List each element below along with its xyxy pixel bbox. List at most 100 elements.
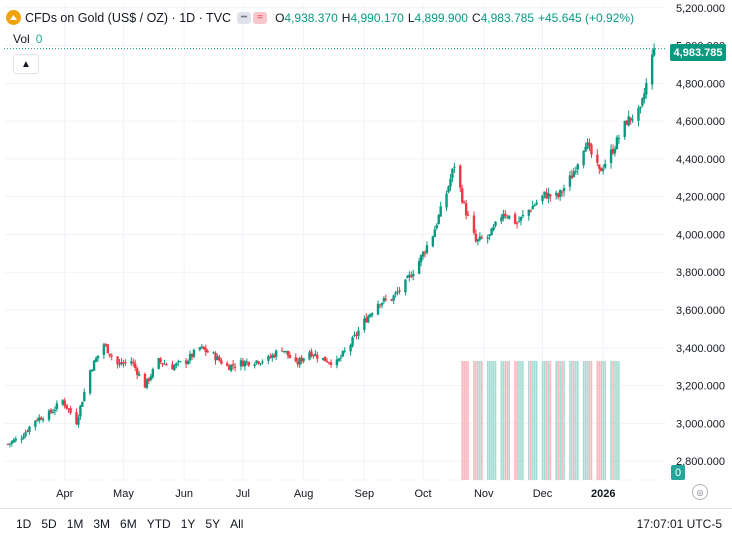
candle-body — [253, 364, 256, 367]
candle-body — [314, 353, 317, 356]
price-tick-label: 4,800.000 — [676, 78, 725, 90]
range-5y-button[interactable]: 5Y — [205, 517, 221, 531]
volume-bar — [618, 361, 620, 480]
candle-body — [394, 292, 397, 295]
candle-body — [88, 370, 92, 394]
candle-body — [439, 206, 442, 217]
candle-body — [425, 245, 429, 253]
volume-bar — [461, 361, 464, 480]
candle-body — [220, 360, 223, 364]
volume-bar — [528, 361, 530, 480]
candle-body — [423, 252, 427, 254]
candle-body — [486, 237, 489, 239]
candle-body — [609, 149, 613, 164]
volume-bar — [612, 361, 614, 480]
range-1m-button[interactable]: 1M — [66, 517, 84, 531]
candle-body — [527, 209, 530, 216]
candle-body — [26, 431, 29, 433]
range-1y-button[interactable]: 1Y — [180, 517, 196, 531]
range-ytd-button[interactable]: YTD — [146, 517, 171, 531]
candle-body — [392, 295, 395, 301]
price-tick-label: 3,400.000 — [676, 343, 725, 355]
price-tick-label: 3,200.000 — [676, 381, 725, 393]
candle-body — [613, 148, 617, 154]
candle-body — [650, 54, 654, 85]
volume-bar — [465, 361, 467, 480]
price-tick-label: 3,600.000 — [676, 305, 725, 317]
range-3m-button[interactable]: 3M — [93, 517, 111, 531]
open-value: O4,938.370 — [275, 10, 338, 25]
candle-body — [49, 409, 53, 413]
candle-body — [445, 193, 448, 208]
candle-body — [421, 251, 425, 257]
time-tick-label: Jul — [236, 488, 250, 500]
candle-body — [298, 358, 301, 365]
candle-body — [28, 426, 31, 432]
volume-bar — [504, 361, 507, 480]
volume-bar — [559, 361, 561, 480]
candle-body — [226, 363, 229, 367]
range-1d-button[interactable]: 1D — [16, 517, 32, 531]
candle-body — [81, 401, 84, 407]
candle-body — [179, 361, 182, 363]
candle-body — [447, 186, 450, 193]
candle-body — [419, 255, 423, 263]
last-price-label: 4,983.785 — [670, 44, 726, 61]
candle-body — [574, 171, 577, 173]
candle-body — [437, 215, 440, 224]
candle-body — [184, 360, 188, 364]
close-value: C4,983.785 — [471, 10, 534, 25]
market-status-icon[interactable]: ━ — [237, 11, 252, 24]
candle-body — [343, 350, 346, 352]
change-value: +45.645 (+0.92%) — [538, 10, 635, 25]
candle-body — [529, 210, 532, 212]
volume-bar — [533, 361, 536, 480]
candle-body — [472, 215, 476, 233]
candle-body — [206, 351, 209, 353]
volume-value: 0 — [35, 32, 43, 46]
volume-bar — [561, 361, 563, 480]
range-6m-button[interactable]: 6M — [120, 517, 137, 531]
collapse-legend-button[interactable]: ▲ — [13, 54, 39, 74]
volume-bar — [520, 361, 522, 480]
candle-body — [63, 400, 66, 406]
candle-body — [641, 98, 644, 106]
candle-body — [451, 168, 454, 178]
candle-body — [531, 205, 534, 210]
candle-body — [137, 373, 141, 376]
range-5d-button[interactable]: 5D — [41, 517, 57, 531]
volume-bar — [467, 361, 469, 480]
range-all-button[interactable]: All — [230, 517, 244, 531]
candle-body — [171, 364, 174, 370]
time-tick-label: Apr — [56, 488, 73, 500]
candle-body — [286, 350, 290, 356]
volume-bar — [563, 361, 565, 480]
candle-body — [259, 363, 262, 365]
candle-body — [274, 350, 278, 357]
candle-body — [590, 144, 593, 155]
volume-bar — [574, 361, 577, 480]
go-to-date-icon[interactable]: ◎ — [692, 484, 708, 500]
symbol-title[interactable]: CFDs on Gold (US$ / OZ) · 1D · TVC — [25, 10, 232, 25]
candle-body — [357, 330, 360, 337]
candle-body — [474, 233, 478, 242]
candle-body — [652, 48, 656, 56]
candle-body — [645, 83, 648, 95]
candle-body — [517, 221, 521, 223]
volume-bar — [502, 361, 505, 480]
time-tick-label: May — [113, 488, 134, 500]
candle-body — [247, 361, 250, 366]
volume-bar — [494, 361, 497, 480]
candle-body — [464, 203, 468, 216]
volume-bar — [547, 361, 550, 480]
candle-body — [36, 419, 39, 421]
time-tick-label: Dec — [533, 488, 553, 500]
candle-body — [116, 356, 119, 365]
data-delay-icon[interactable]: ≈ — [253, 11, 268, 24]
candle-body — [625, 120, 628, 125]
candle-body — [200, 346, 203, 348]
timezone-clock[interactable]: 17:07:01 UTC-5 — [636, 517, 722, 531]
candle-body — [412, 273, 415, 277]
candle-body — [435, 225, 438, 229]
